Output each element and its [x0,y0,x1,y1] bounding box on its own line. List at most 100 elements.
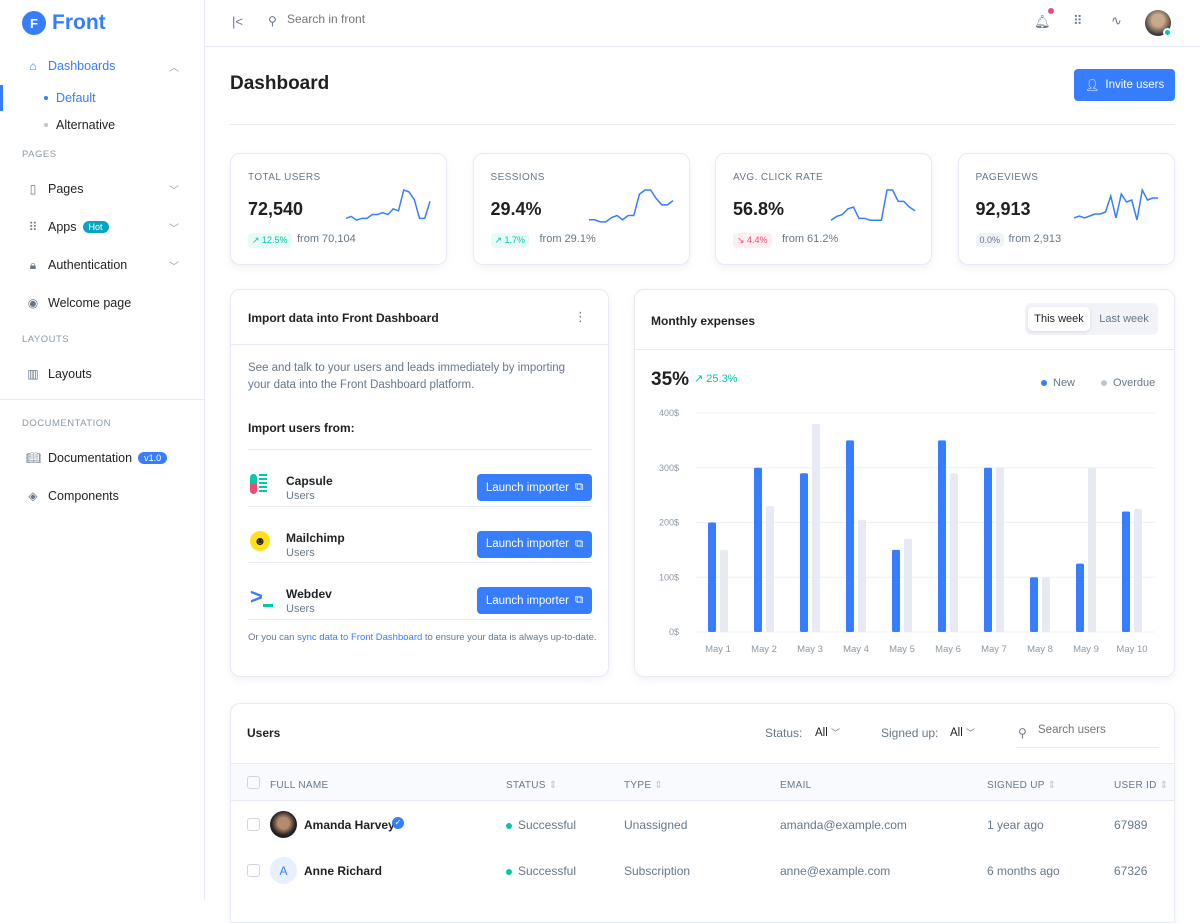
user-id: 67989 [1114,818,1148,832]
bar-new[interactable] [892,549,900,632]
sidebar-item-layouts[interactable]: ▥ Layouts [0,359,204,389]
column-header-type[interactable]: TYPE ⇕ [624,780,663,791]
column-header-status[interactable]: STATUS ⇕ [506,780,558,791]
hot-badge: Hot [82,221,109,233]
collapse-sidebar-icon[interactable]: |< [232,14,243,29]
mailchimp-logo-icon: ☻ [250,530,276,555]
bar-new[interactable] [984,467,992,632]
kpi-from: from 29.1% [539,233,596,245]
card-title: Users [247,726,281,740]
search-input[interactable] [287,12,537,26]
sidebar-label: Pages [48,182,84,196]
x-tick-label: May 2 [751,644,777,655]
sidebar-label: Alternative [56,118,116,132]
row-checkbox[interactable] [247,864,260,877]
signed-filter-select[interactable]: All ﹀ [950,726,975,739]
bar-overdue[interactable] [950,473,958,632]
bar-overdue[interactable] [1088,467,1096,632]
x-tick-label: May 4 [843,644,869,655]
kpi-change-badge: 0.0% [975,233,1005,247]
button-label: Launch importer [485,481,569,494]
bar-overdue[interactable] [996,467,1004,632]
kpi-label: TOTAL USERS [248,172,321,183]
legend-overdue: Overdue [1113,377,1156,389]
bar-new[interactable] [938,440,946,632]
divider [230,124,1175,125]
status-dot [506,823,512,829]
online-status-dot [1163,28,1172,37]
user-email: anne@example.com [780,864,891,878]
sidebar-label: Documentation [48,451,133,465]
column-header-signed-up[interactable]: SIGNED UP ⇕ [987,780,1056,791]
bar-overdue[interactable] [904,538,912,632]
launch-importer-button[interactable]: Launch importer ⧉ [477,474,592,501]
sidebar-item-documentation[interactable]: 📖︎ Documentation v1.0 [0,443,204,473]
bar-overdue[interactable] [766,506,774,632]
bar-new[interactable] [754,467,762,632]
user-status: Successful [518,818,577,832]
row-checkbox[interactable] [247,818,260,831]
select-all-checkbox[interactable] [247,776,260,789]
kpi-change-badge: ↘ 4.4% [733,233,772,248]
launch-importer-button[interactable]: Launch importer ⧉ [477,530,592,558]
legend: New Overdue [1041,377,1155,389]
bar-overdue[interactable] [858,519,866,632]
table-row[interactable]: A Anne Richard Successful Subscription a… [231,848,1174,894]
sort-icon: ⇕ [548,780,558,791]
header-label: STATUS [506,780,546,791]
users-search: ⚲ [1016,718,1159,748]
table-row[interactable]: Amanda Harvey ✓ Successful Unassigned am… [231,802,1174,848]
apps-grid-icon: ⠿ [28,220,38,234]
sort-icon: ⇕ [654,780,664,791]
header-label: USER ID [1114,780,1157,791]
kpi-card: TOTAL USERS 72,540 ↗ 12.5% from 70,104 [230,153,447,265]
kpi-sparkline [345,189,431,222]
y-tick-label: 200$ [659,518,679,528]
bar-new[interactable] [1076,563,1084,632]
topbar: |< ⚲ 🔔︎ ⠿ ∿ [205,0,1200,47]
sidebar-item-pages[interactable]: ▯ Pages ﹀ [0,174,204,204]
logo[interactable]: F Front [22,11,106,35]
bar-new[interactable] [708,522,716,633]
sidebar-item-dashboards[interactable]: ⌂ Dashboards ︿ [0,51,204,81]
external-link-icon: ⧉ [574,481,584,493]
launch-importer-button[interactable]: Launch importer ⧉ [477,587,592,614]
kpi-value: 56.8% [733,199,785,219]
tab-this-week[interactable]: This week [1028,307,1090,331]
sidebar-item-alternative[interactable]: Alternative [44,118,115,132]
sidebar-item-default[interactable]: Default [44,91,96,105]
bar-new[interactable] [1030,577,1038,632]
bar-overdue[interactable] [812,423,820,632]
sidebar-item-components[interactable]: ◈ Components [0,481,204,511]
search-icon: ⚲ [1018,726,1027,740]
bar-new[interactable] [846,440,854,632]
kpi-value: 29.4% [490,199,542,219]
kpi-change-badge: ↗ 12.5% [248,233,292,248]
user-name[interactable]: Amanda Harvey [304,818,395,832]
activity-icon[interactable]: ∿ [1111,13,1122,28]
importer-sub: Users [286,603,315,615]
apps-icon[interactable]: ⠿ [1073,13,1083,28]
bar-new[interactable] [800,473,808,632]
bar-new[interactable] [1122,511,1130,632]
column-header-name[interactable]: FULL NAME [270,780,329,791]
sparkline-line [1073,187,1158,221]
sidebar-item-authentication[interactable]: 🔒︎ Authentication ﹀ [0,250,204,280]
column-header-user-id[interactable]: USER ID ⇕ [1114,780,1168,791]
select-value: All [815,727,828,739]
bar-overdue[interactable] [1134,508,1142,632]
status-filter-select[interactable]: All ﹀ [815,726,840,739]
more-options-icon[interactable]: ⋮ [574,309,587,324]
search-icon: ⚲ [268,14,277,28]
bar-overdue[interactable] [1042,577,1050,632]
bar-overdue[interactable] [720,549,728,632]
column-header-email[interactable]: EMAIL [780,780,812,791]
sidebar-item-welcome[interactable]: ◉ Welcome page [0,288,204,318]
tab-last-week[interactable]: Last week [1099,313,1149,325]
bell-icon[interactable]: 🔔︎ [1034,14,1051,29]
search-users-input[interactable] [1038,724,1156,736]
invite-users-button[interactable]: 👤︎ Invite users [1074,69,1175,101]
sidebar-item-apps[interactable]: ⠿ Apps Hot ﹀ [0,212,204,242]
sync-data-link[interactable]: sync data to Front Dashboard [297,632,423,643]
user-name[interactable]: Anne Richard [304,864,383,878]
